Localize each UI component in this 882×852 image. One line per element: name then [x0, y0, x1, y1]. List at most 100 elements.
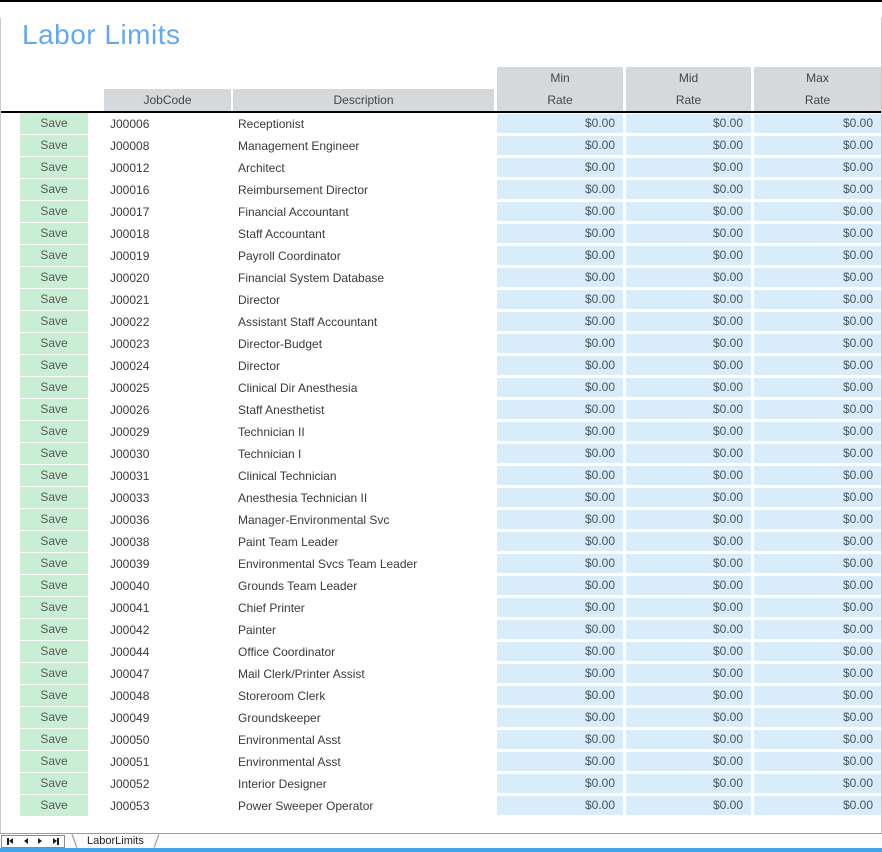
- save-button[interactable]: Save: [20, 553, 88, 575]
- max-rate-field[interactable]: $0.00: [754, 707, 881, 729]
- max-rate-field[interactable]: $0.00: [754, 465, 881, 487]
- mid-rate-field[interactable]: $0.00: [626, 751, 751, 773]
- max-rate-field[interactable]: $0.00: [754, 443, 881, 465]
- mid-rate-field[interactable]: $0.00: [626, 399, 751, 421]
- max-rate-field[interactable]: $0.00: [754, 685, 881, 707]
- save-button[interactable]: Save: [20, 641, 88, 663]
- max-rate-field[interactable]: $0.00: [754, 795, 881, 817]
- save-button[interactable]: Save: [20, 729, 88, 751]
- min-rate-field[interactable]: $0.00: [497, 641, 623, 663]
- mid-rate-field[interactable]: $0.00: [626, 113, 751, 135]
- min-rate-field[interactable]: $0.00: [497, 487, 623, 509]
- max-rate-field[interactable]: $0.00: [754, 157, 881, 179]
- min-rate-field[interactable]: $0.00: [497, 399, 623, 421]
- max-rate-field[interactable]: $0.00: [754, 509, 881, 531]
- mid-rate-field[interactable]: $0.00: [626, 311, 751, 333]
- save-button[interactable]: Save: [20, 399, 88, 421]
- max-rate-field[interactable]: $0.00: [754, 135, 881, 157]
- save-button[interactable]: Save: [20, 773, 88, 795]
- min-rate-field[interactable]: $0.00: [497, 223, 623, 245]
- min-rate-field[interactable]: $0.00: [497, 685, 623, 707]
- mid-rate-field[interactable]: $0.00: [626, 377, 751, 399]
- save-button[interactable]: Save: [20, 619, 88, 641]
- min-rate-field[interactable]: $0.00: [497, 575, 623, 597]
- save-button[interactable]: Save: [20, 289, 88, 311]
- save-button[interactable]: Save: [20, 751, 88, 773]
- min-rate-field[interactable]: $0.00: [497, 179, 623, 201]
- mid-rate-field[interactable]: $0.00: [626, 135, 751, 157]
- min-rate-field[interactable]: $0.00: [497, 509, 623, 531]
- mid-rate-field[interactable]: $0.00: [626, 179, 751, 201]
- save-button[interactable]: Save: [20, 157, 88, 179]
- last-record-icon[interactable]: [52, 837, 59, 845]
- mid-rate-field[interactable]: $0.00: [626, 355, 751, 377]
- min-rate-field[interactable]: $0.00: [497, 201, 623, 223]
- mid-rate-field[interactable]: $0.00: [626, 157, 751, 179]
- max-rate-field[interactable]: $0.00: [754, 553, 881, 575]
- save-button[interactable]: Save: [20, 179, 88, 201]
- min-rate-field[interactable]: $0.00: [497, 311, 623, 333]
- max-rate-field[interactable]: $0.00: [754, 619, 881, 641]
- sheet-tab-laborlimits[interactable]: LaborLimits: [71, 834, 160, 848]
- mid-rate-field[interactable]: $0.00: [626, 531, 751, 553]
- mid-rate-field[interactable]: $0.00: [626, 685, 751, 707]
- mid-rate-field[interactable]: $0.00: [626, 487, 751, 509]
- min-rate-field[interactable]: $0.00: [497, 619, 623, 641]
- save-button[interactable]: Save: [20, 443, 88, 465]
- max-rate-field[interactable]: $0.00: [754, 751, 881, 773]
- min-rate-field[interactable]: $0.00: [497, 377, 623, 399]
- min-rate-field[interactable]: $0.00: [497, 553, 623, 575]
- mid-rate-field[interactable]: $0.00: [626, 663, 751, 685]
- mid-rate-field[interactable]: $0.00: [626, 729, 751, 751]
- save-button[interactable]: Save: [20, 597, 88, 619]
- mid-rate-field[interactable]: $0.00: [626, 553, 751, 575]
- mid-rate-field[interactable]: $0.00: [626, 509, 751, 531]
- mid-rate-field[interactable]: $0.00: [626, 795, 751, 817]
- min-rate-field[interactable]: $0.00: [497, 443, 623, 465]
- mid-rate-field[interactable]: $0.00: [626, 267, 751, 289]
- max-rate-field[interactable]: $0.00: [754, 487, 881, 509]
- mid-rate-field[interactable]: $0.00: [626, 641, 751, 663]
- max-rate-field[interactable]: $0.00: [754, 531, 881, 553]
- mid-rate-field[interactable]: $0.00: [626, 289, 751, 311]
- first-record-icon[interactable]: [7, 837, 14, 845]
- save-button[interactable]: Save: [20, 223, 88, 245]
- max-rate-field[interactable]: $0.00: [754, 421, 881, 443]
- max-rate-field[interactable]: $0.00: [754, 113, 881, 135]
- min-rate-field[interactable]: $0.00: [497, 773, 623, 795]
- min-rate-field[interactable]: $0.00: [497, 729, 623, 751]
- max-rate-field[interactable]: $0.00: [754, 641, 881, 663]
- save-button[interactable]: Save: [20, 267, 88, 289]
- mid-rate-field[interactable]: $0.00: [626, 575, 751, 597]
- save-button[interactable]: Save: [20, 685, 88, 707]
- min-rate-field[interactable]: $0.00: [497, 795, 623, 817]
- save-button[interactable]: Save: [20, 531, 88, 553]
- previous-record-icon[interactable]: [23, 838, 28, 844]
- max-rate-field[interactable]: $0.00: [754, 223, 881, 245]
- mid-rate-field[interactable]: $0.00: [626, 773, 751, 795]
- save-button[interactable]: Save: [20, 421, 88, 443]
- min-rate-field[interactable]: $0.00: [497, 289, 623, 311]
- min-rate-field[interactable]: $0.00: [497, 135, 623, 157]
- max-rate-field[interactable]: $0.00: [754, 311, 881, 333]
- mid-rate-field[interactable]: $0.00: [626, 465, 751, 487]
- min-rate-field[interactable]: $0.00: [497, 333, 623, 355]
- save-button[interactable]: Save: [20, 245, 88, 267]
- mid-rate-field[interactable]: $0.00: [626, 443, 751, 465]
- save-button[interactable]: Save: [20, 487, 88, 509]
- save-button[interactable]: Save: [20, 355, 88, 377]
- max-rate-field[interactable]: $0.00: [754, 355, 881, 377]
- next-record-icon[interactable]: [38, 838, 43, 844]
- min-rate-field[interactable]: $0.00: [497, 465, 623, 487]
- save-button[interactable]: Save: [20, 707, 88, 729]
- max-rate-field[interactable]: $0.00: [754, 245, 881, 267]
- mid-rate-field[interactable]: $0.00: [626, 333, 751, 355]
- max-rate-field[interactable]: $0.00: [754, 399, 881, 421]
- min-rate-field[interactable]: $0.00: [497, 267, 623, 289]
- save-button[interactable]: Save: [20, 575, 88, 597]
- max-rate-field[interactable]: $0.00: [754, 663, 881, 685]
- mid-rate-field[interactable]: $0.00: [626, 245, 751, 267]
- mid-rate-field[interactable]: $0.00: [626, 597, 751, 619]
- min-rate-field[interactable]: $0.00: [497, 707, 623, 729]
- save-button[interactable]: Save: [20, 377, 88, 399]
